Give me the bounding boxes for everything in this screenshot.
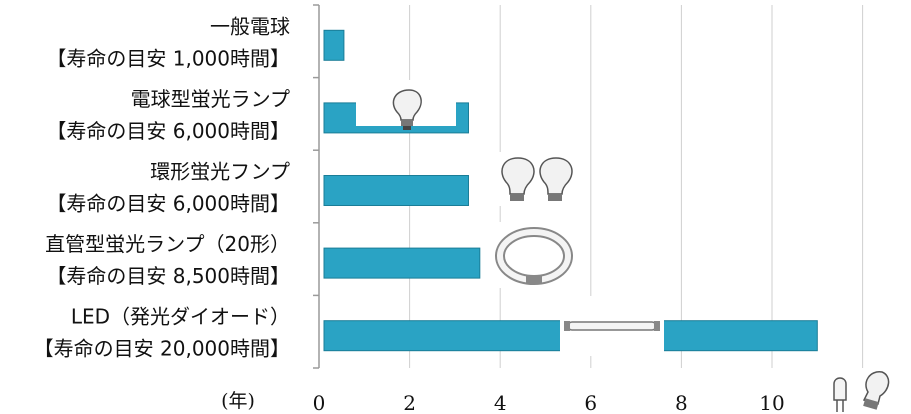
x-tick-label: 8: [675, 391, 688, 414]
x-unit-label: (年): [221, 390, 255, 412]
bar: [323, 175, 469, 206]
x-tick-label: 6: [584, 391, 597, 414]
gridlines: [409, 5, 864, 368]
category-labels: 一般電球【寿命の目安 1,000時間】電球型蛍光ランプ【寿命の目安 6,000時…: [34, 14, 290, 360]
circular-fluorescent-icon: [494, 222, 574, 288]
bar: [323, 29, 345, 61]
category-lifespan: 【寿命の目安 6,000時間】: [46, 192, 290, 216]
x-tick-labels: 0 2 4 6 8 10: [313, 391, 785, 414]
x-tick-label: 2: [403, 391, 416, 414]
category-lifespan: 【寿命の目安 6,000時間】: [46, 119, 290, 143]
led-bulb-icon: [833, 371, 890, 412]
category-label: 一般電球【寿命の目安 1,000時間】: [46, 14, 290, 70]
x-tick-label: 0: [313, 391, 326, 414]
x-tick-label: 10: [759, 391, 784, 414]
category-label: 環形蛍光フンプ【寿命の目安 6,000時間】: [46, 160, 290, 216]
category-lifespan: 【寿命の目安 1,000時間】: [46, 46, 290, 70]
category-name: 電球型蛍光ランプ: [131, 87, 290, 111]
bar: [323, 247, 481, 279]
straight-tube-icon: [560, 296, 664, 356]
category-label: 電球型蛍光ランプ【寿命の目安 6,000時間】: [46, 87, 290, 143]
category-label: 直管型蛍光ランプ（20形） 【寿命の目安 8,500時間】: [45, 232, 290, 288]
category-name: 環形蛍光フンプ: [150, 160, 290, 184]
category-name: 一般電球: [210, 14, 290, 38]
bulb-icon: [356, 80, 456, 130]
category-name: LED（発光ダイオード）: [71, 305, 290, 329]
category-name: 直管型蛍光ランプ（20形）: [45, 232, 290, 256]
axes: [313, 4, 320, 369]
category-lifespan: 【寿命の目安 20,000時間】: [34, 337, 290, 361]
bulb-pair-icon: [496, 152, 578, 206]
category-lifespan: 【寿命の目安 8,500時間】: [46, 264, 290, 288]
category-label: LED（発光ダイオード） 【寿命の目安 20,000時間】: [34, 305, 290, 361]
x-tick-label: 4: [494, 391, 507, 414]
